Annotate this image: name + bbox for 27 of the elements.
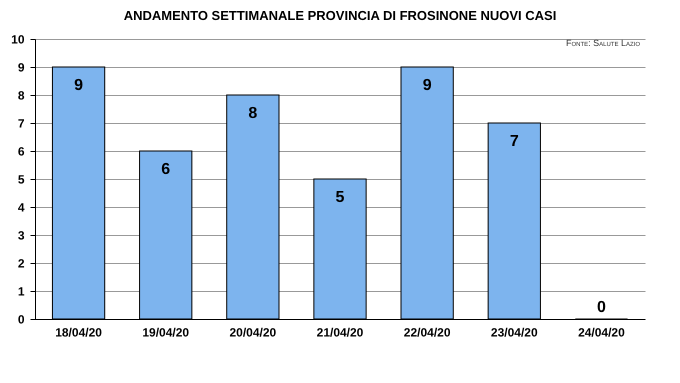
y-tick-label: 0 <box>18 312 25 326</box>
y-tick-label: 4 <box>18 200 25 214</box>
data-label: 6 <box>161 161 170 178</box>
y-tick-label: 6 <box>18 144 25 158</box>
y-tick-label: 8 <box>18 88 25 102</box>
annotation: Fonte: Salute Lazio <box>566 38 640 48</box>
x-tick-label: 21/04/20 <box>316 326 364 340</box>
y-tick-label: 9 <box>18 60 25 74</box>
x-tick-label: 20/04/20 <box>230 326 277 340</box>
data-label: 9 <box>74 77 84 94</box>
x-tick-label: 19/04/20 <box>142 326 190 340</box>
y-tick-label: 7 <box>18 116 25 130</box>
data-label: 5 <box>336 189 345 206</box>
y-tick-label: 10 <box>11 32 25 46</box>
x-tick-label: 24/04/20 <box>578 326 626 340</box>
chart-title: ANDAMENTO SETTIMANALE PROVINCIA DI FROSINONE NUOVI CASI <box>124 8 556 23</box>
data-label: 9 <box>422 77 432 94</box>
data-label: 8 <box>248 105 258 122</box>
x-tick-label: 22/04/20 <box>404 326 451 340</box>
x-tick-label: 18/04/20 <box>55 326 102 340</box>
y-tick-label: 1 <box>18 284 25 298</box>
y-tick-label: 5 <box>18 172 25 186</box>
data-label: 7 <box>510 133 519 150</box>
y-tick-label: 2 <box>18 256 25 270</box>
data-label: 0 <box>596 299 606 316</box>
x-tick-label: 23/04/20 <box>490 326 538 340</box>
y-tick-label: 3 <box>18 228 25 242</box>
